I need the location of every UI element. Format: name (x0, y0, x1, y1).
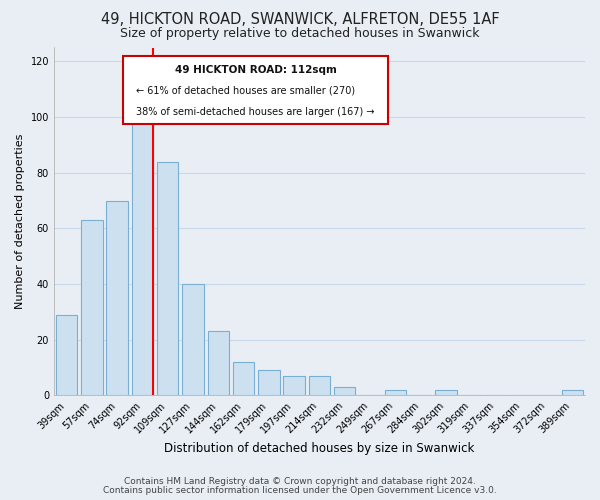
Bar (131, 122, 153, 396)
Bar (157, 162, 178, 396)
Bar (334, 387, 355, 396)
Bar (385, 390, 406, 396)
Text: 38% of semi-detached houses are larger (167) →: 38% of semi-detached houses are larger (… (136, 106, 375, 117)
Bar (182, 284, 204, 396)
Text: 49 HICKTON ROAD: 112sqm: 49 HICKTON ROAD: 112sqm (175, 65, 337, 75)
Bar (56, 314, 77, 396)
FancyBboxPatch shape (123, 56, 388, 124)
Bar (208, 332, 229, 396)
X-axis label: Distribution of detached houses by size in Swanwick: Distribution of detached houses by size … (164, 442, 475, 455)
Bar (435, 390, 457, 396)
Bar (258, 370, 280, 396)
Bar (81, 220, 103, 396)
Text: Contains public sector information licensed under the Open Government Licence v3: Contains public sector information licen… (103, 486, 497, 495)
Bar (562, 390, 583, 396)
Bar (283, 376, 305, 396)
Text: Size of property relative to detached houses in Swanwick: Size of property relative to detached ho… (120, 28, 480, 40)
Text: Contains HM Land Registry data © Crown copyright and database right 2024.: Contains HM Land Registry data © Crown c… (124, 477, 476, 486)
Y-axis label: Number of detached properties: Number of detached properties (15, 134, 25, 309)
Bar (233, 362, 254, 396)
Text: ← 61% of detached houses are smaller (270): ← 61% of detached houses are smaller (27… (136, 86, 355, 96)
Text: 49, HICKTON ROAD, SWANWICK, ALFRETON, DE55 1AF: 49, HICKTON ROAD, SWANWICK, ALFRETON, DE… (101, 12, 499, 28)
Bar (309, 376, 330, 396)
Bar (106, 200, 128, 396)
